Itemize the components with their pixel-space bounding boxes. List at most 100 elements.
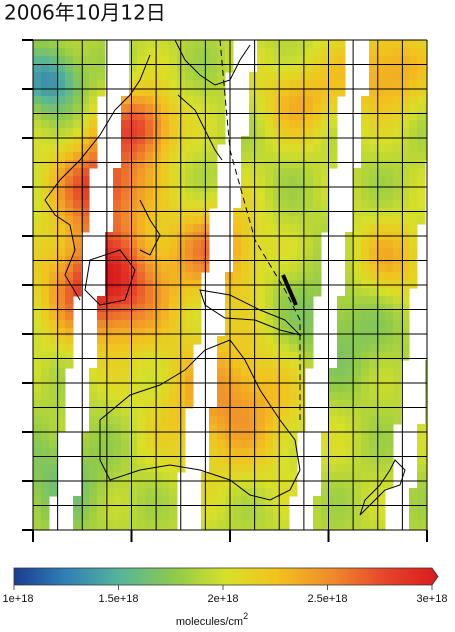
- map-pixel: [281, 144, 290, 153]
- map-pixel: [185, 400, 194, 409]
- map-pixel: [425, 368, 427, 377]
- map-pixel: [289, 328, 298, 337]
- map-pixel: [377, 56, 386, 65]
- map-pixel: [257, 112, 266, 121]
- map-pixel: [353, 392, 362, 401]
- map-pixel: [153, 144, 162, 153]
- map-pixel: [393, 136, 402, 145]
- map-pixel: [193, 104, 202, 113]
- map-pixel: [409, 96, 418, 105]
- map-pixel: [289, 192, 298, 201]
- map-pixel: [241, 472, 250, 481]
- map-pixel: [33, 272, 42, 281]
- map-pixel: [169, 280, 178, 289]
- map-pixel: [281, 360, 290, 369]
- map-pixel: [225, 320, 234, 329]
- map-pixel: [137, 96, 146, 105]
- map-pixel: [265, 448, 274, 457]
- map-pixel: [281, 80, 290, 89]
- map-pixel: [169, 456, 178, 465]
- map-pixel: [377, 368, 386, 377]
- map-pixel: [289, 80, 298, 89]
- map-pixel: [89, 80, 98, 89]
- map-pixel: [105, 264, 114, 273]
- map-pixel: [153, 384, 162, 393]
- map-pixel: [313, 48, 322, 57]
- map-pixel: [193, 304, 202, 313]
- map-pixel: [377, 472, 386, 481]
- map-pixel: [313, 96, 322, 105]
- map-pixel: [281, 512, 290, 521]
- map-pixel: [361, 168, 370, 177]
- map-pixel: [345, 368, 354, 377]
- map-pixel: [161, 200, 170, 209]
- map-pixel: [265, 520, 274, 529]
- map-pixel: [417, 528, 426, 530]
- map-pixel: [145, 368, 154, 377]
- map-pixel: [401, 240, 410, 249]
- map-pixel: [217, 368, 226, 377]
- map-pixel: [297, 40, 306, 49]
- map-pixel: [129, 512, 138, 521]
- map-pixel: [97, 456, 106, 465]
- map-pixel: [169, 424, 178, 433]
- map-pixel: [137, 136, 146, 145]
- map-pixel: [169, 104, 178, 113]
- map-pixel: [57, 296, 66, 305]
- map-pixel: [241, 456, 250, 465]
- map-pixel: [265, 48, 274, 57]
- map-pixel: [297, 280, 306, 289]
- map-pixel: [161, 360, 170, 369]
- map-pixel: [73, 288, 82, 297]
- map-pixel: [289, 208, 298, 217]
- map-pixel: [57, 152, 66, 161]
- map-pixel: [41, 136, 50, 145]
- map-pixel: [33, 72, 42, 81]
- map-pixel: [297, 64, 306, 73]
- map-pixel: [393, 216, 402, 225]
- map-pixel: [89, 136, 98, 145]
- map-pixel: [249, 336, 258, 345]
- map-pixel: [305, 40, 314, 49]
- map-pixel: [273, 184, 282, 193]
- map-pixel: [393, 296, 402, 305]
- map-pixel: [377, 360, 386, 369]
- map-pixel: [425, 528, 427, 530]
- map-pixel: [217, 400, 226, 409]
- map-pixel: [313, 288, 322, 297]
- map-pixel: [353, 224, 362, 233]
- map-pixel: [225, 352, 234, 361]
- map-pixel: [265, 160, 274, 169]
- map-pixel: [345, 480, 354, 489]
- map-pixel: [409, 168, 418, 177]
- map-pixel: [297, 392, 306, 401]
- map-pixel: [257, 424, 266, 433]
- map-pixel: [129, 240, 138, 249]
- map-pixel: [385, 128, 394, 137]
- map-pixel: [49, 432, 58, 441]
- map-pixel: [337, 464, 346, 473]
- map-pixel: [41, 312, 50, 321]
- map-pixel: [313, 520, 322, 529]
- map-pixel: [113, 520, 122, 529]
- map-pixel: [81, 464, 90, 473]
- map-pixel: [305, 240, 314, 249]
- map-pixel: [153, 488, 162, 497]
- map-pixel: [145, 352, 154, 361]
- map-pixel: [393, 352, 402, 361]
- map-pixel: [289, 304, 298, 313]
- map-pixel: [305, 176, 314, 185]
- map-pixel: [185, 168, 194, 177]
- map-pixel: [169, 216, 178, 225]
- map-pixel: [145, 184, 154, 193]
- map-pixel: [329, 64, 338, 73]
- map-pixel: [329, 88, 338, 97]
- map-pixel: [233, 216, 242, 225]
- map-pixel: [289, 280, 298, 289]
- map-pixel: [369, 264, 378, 273]
- map-pixel: [161, 280, 170, 289]
- map-pixel: [369, 296, 378, 305]
- map-pixel: [161, 392, 170, 401]
- map-pixel: [385, 168, 394, 177]
- map-pixel: [265, 248, 274, 257]
